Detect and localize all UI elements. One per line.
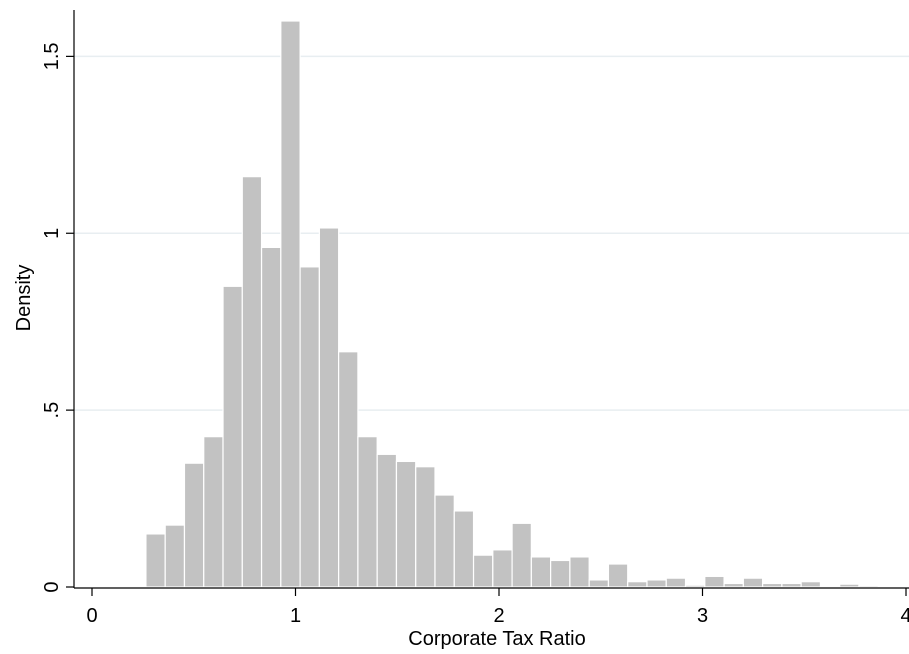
histogram-bar (453, 510, 475, 588)
histogram-bar (588, 579, 610, 588)
histogram-bar (646, 579, 667, 588)
y-tick-label: 1.5 (41, 42, 63, 70)
histogram-bar (511, 522, 532, 588)
histogram-bar (222, 285, 243, 588)
histogram-bar (492, 549, 513, 588)
histogram-bar (280, 20, 301, 588)
ticks: 0 1 2 3 4 0 .5 1 1.5 (41, 42, 909, 627)
histogram-bar (357, 436, 378, 588)
x-tick-label: 0 (86, 605, 97, 627)
histogram-bar (434, 494, 455, 588)
x-tick-label: 4 (900, 605, 909, 627)
histogram-bar (145, 533, 166, 588)
histogram-bars (145, 20, 879, 588)
gridlines (74, 55, 909, 411)
y-tick-label: 1 (41, 228, 63, 239)
y-tick-label: .5 (41, 402, 63, 419)
x-tick-label: 2 (493, 605, 504, 627)
histogram-bar (164, 524, 186, 588)
histogram-bar (800, 581, 822, 588)
histogram-bar (376, 453, 398, 588)
histogram-bar (781, 582, 802, 588)
histogram-bar (684, 584, 706, 588)
histogram-bar (530, 556, 552, 588)
y-tick-label: 0 (41, 581, 63, 592)
x-tick-label: 3 (697, 605, 708, 627)
histogram-bar (338, 351, 359, 588)
histogram-bar (318, 227, 340, 588)
histogram-bar (395, 460, 417, 588)
histogram-bar (241, 176, 263, 588)
histogram-bar (569, 556, 590, 588)
histogram-bar (415, 466, 436, 588)
histogram-bar (607, 563, 629, 588)
axes (73, 10, 909, 589)
histogram-bar (762, 582, 783, 588)
y-axis-title: Density (13, 265, 35, 332)
histogram-bar (858, 584, 879, 588)
histogram-bar (260, 246, 282, 588)
histogram-bar (704, 575, 725, 588)
histogram-bar (203, 436, 224, 588)
histogram-bar (665, 577, 687, 588)
histogram-bar (183, 462, 205, 588)
x-axis-title: Corporate Tax Ratio (408, 628, 586, 650)
histogram-bar (299, 266, 320, 588)
histogram-bar (550, 559, 571, 588)
histogram-bar (627, 581, 648, 588)
histogram-bar (742, 577, 764, 588)
x-tick-label: 1 (290, 605, 301, 627)
histogram-bar (839, 583, 860, 588)
histogram-bar (472, 554, 494, 588)
histogram-bar (723, 582, 744, 588)
